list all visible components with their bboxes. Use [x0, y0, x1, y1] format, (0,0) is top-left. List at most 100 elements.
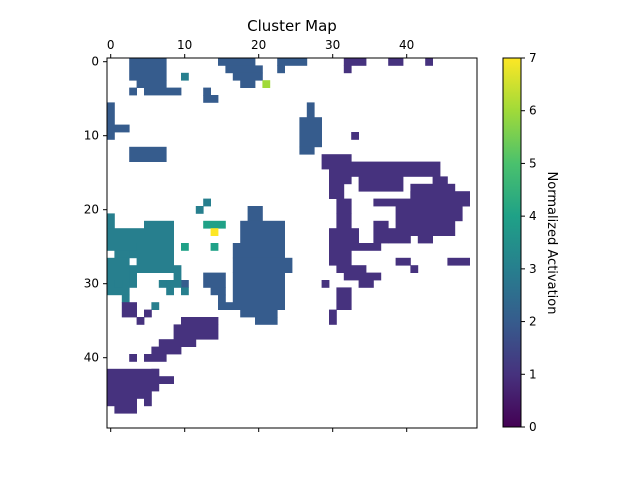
- heatmap-cell-block: [240, 220, 285, 244]
- heatmap-cell-block: [203, 87, 211, 96]
- heatmap-cell-block: [277, 58, 308, 66]
- heatmap-cell-block: [329, 250, 352, 266]
- heatmap-cell-block: [107, 228, 145, 251]
- heatmap-cell-block: [388, 58, 404, 66]
- y-tick-label: 20: [84, 203, 99, 217]
- heatmap-cell-block: [195, 206, 204, 214]
- heatmap-cell-block: [321, 280, 330, 288]
- heatmap-cell-block: [232, 257, 293, 273]
- heatmap-cell-block: [203, 95, 219, 103]
- heatmap-cell-block: [107, 398, 137, 407]
- heatmap-cell-block: [114, 124, 130, 133]
- heatmap-cell-block: [136, 317, 145, 325]
- heatmap-cell-block: [203, 272, 226, 288]
- heatmap-cell-block: [218, 302, 285, 310]
- x-tick-label: 40: [399, 38, 414, 52]
- heatmap-cell-block: [129, 265, 137, 288]
- y-axis-ticks: 0 10 20 30 40: [84, 55, 107, 365]
- heatmap-cell-block: [262, 80, 271, 88]
- heatmap-cell-block: [158, 376, 174, 384]
- heatmap-cell-block: [121, 294, 130, 303]
- colorbar-tick-label: 3: [529, 262, 537, 276]
- heatmap-cell-block: [373, 198, 470, 207]
- colorbar-tick-label: 2: [529, 315, 537, 329]
- colorbar-tick-label: 4: [529, 209, 537, 223]
- x-tick-label: 0: [107, 38, 115, 52]
- heatmap-cell-block: [158, 280, 167, 288]
- x-axis-ticks: 0 10 20 30 40: [107, 38, 414, 432]
- heatmap-cell-block: [173, 324, 219, 340]
- colorbar-ticks: 0 1 2 3 4 5 6 7: [521, 51, 537, 434]
- heatmap-cell-block: [144, 87, 182, 96]
- heatmap-cell-block: [329, 228, 359, 244]
- colorbar-label: Normalized Activation: [544, 172, 559, 315]
- heatmap-cell-block: [336, 287, 352, 310]
- heatmap-cell-block: [107, 132, 115, 140]
- plot-frame: [106, 57, 478, 429]
- heatmap-cell-block: [395, 206, 463, 222]
- heatmap-cell-block: [107, 102, 115, 133]
- colorbar-tick-label: 1: [529, 367, 537, 381]
- heatmap-cell-block: [158, 339, 197, 347]
- heatmap-cell-block: [321, 154, 352, 170]
- heatmap-cell-block: [114, 250, 130, 259]
- heatmap-cell-block: [329, 309, 337, 325]
- heatmap-cell-block: [336, 198, 352, 214]
- heatmap-cell-block: [373, 220, 389, 244]
- x-tick-label: 30: [325, 38, 340, 52]
- heatmap-cell-block: [329, 169, 352, 185]
- heatmap-cell-block: [144, 309, 152, 318]
- heatmap-cell-block: [425, 58, 433, 66]
- heatmap-cell-block: [114, 280, 123, 288]
- heatmap-cell-block: [380, 228, 426, 236]
- heatmap-cell-block: [203, 220, 226, 229]
- heatmap-cell-block: [136, 243, 174, 273]
- heatmap-cell-block: [129, 354, 137, 362]
- heatmap-cell-block: [225, 65, 263, 74]
- heatmap-cell-block: [151, 346, 182, 355]
- heatmap-cell-block: [210, 243, 219, 251]
- heatmap-cell-block: [181, 287, 189, 296]
- x-tick-label: 20: [251, 38, 266, 52]
- x-tick-label: 10: [177, 38, 192, 52]
- heatmap-cell-block: [299, 117, 322, 148]
- heatmap-cell-block: [432, 176, 448, 185]
- heatmap-cell-block: [232, 272, 285, 303]
- heatmap-cell-block: [121, 302, 137, 318]
- heatmap-cell-block: [329, 183, 345, 199]
- heatmap-cell-block: [447, 257, 470, 266]
- chart-title: Cluster Map: [247, 17, 337, 35]
- heatmap-cell-block: [129, 250, 137, 259]
- heatmap-cell-block: [181, 280, 189, 288]
- heatmap-cell-block: [343, 272, 382, 281]
- heatmap-cell-block: [166, 280, 174, 296]
- heatmap-cell-block: [114, 405, 137, 414]
- colorbar-tick-label: 5: [529, 156, 537, 170]
- heatmap-cell-block: [388, 235, 411, 244]
- heatmap-cell-block: [410, 265, 419, 273]
- heatmap-cell-block: [151, 368, 160, 377]
- heatmap-cell-block: [218, 58, 256, 66]
- heatmap-cell-block: [144, 383, 152, 407]
- heatmap-cell-block: [306, 102, 315, 118]
- heatmap-cell-block: [232, 72, 263, 81]
- heatmap-cell-block: [351, 161, 441, 177]
- heatmap-cell-block: [417, 235, 433, 244]
- heatmap-cell-block: [255, 317, 278, 325]
- heatmap-cell-block: [203, 198, 211, 207]
- heatmap-cell-block: [181, 72, 189, 81]
- heatmap-cell-block: [336, 213, 352, 229]
- heatmap-cell-block: [210, 287, 226, 296]
- heatmap-cell-block: [343, 65, 352, 74]
- colorbar-tick-label: 7: [529, 51, 537, 65]
- heatmap-cell-block: [107, 213, 115, 229]
- heatmap-cell-block: [144, 220, 174, 244]
- heatmap-cell-block: [136, 80, 167, 88]
- y-tick-label: 40: [84, 351, 99, 365]
- heatmap-cell-block: [210, 228, 219, 236]
- heatmap-cell-block: [240, 309, 278, 318]
- heatmap-cell-block: [107, 257, 130, 296]
- heatmap-cell-block: [351, 132, 359, 140]
- heatmap-cell-block: [181, 243, 189, 251]
